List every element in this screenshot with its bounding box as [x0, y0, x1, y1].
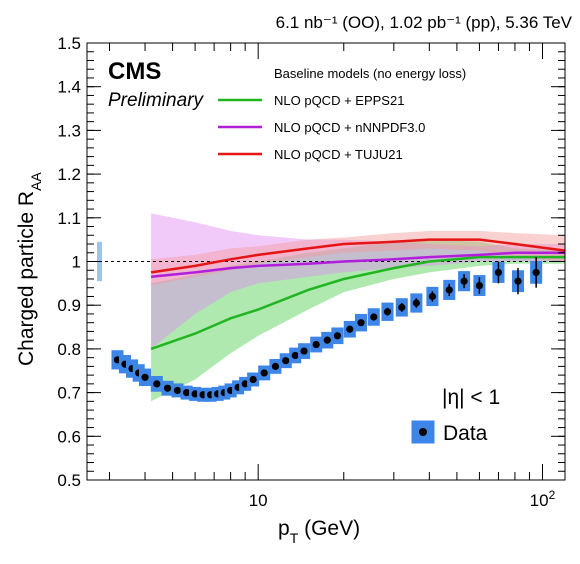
x-tick-label-base: 10: [530, 491, 549, 510]
legend-label-0: NLO pQCD + EPPS21: [274, 93, 404, 108]
data-point: [370, 313, 378, 321]
data-point: [173, 386, 182, 395]
data-point: [260, 369, 268, 377]
data-point: [163, 384, 172, 392]
x-axis-title-sub: T: [290, 530, 299, 546]
x-axis-title-main: p: [278, 517, 290, 540]
y-tick-label: 1.3: [57, 121, 81, 140]
data-point: [445, 286, 453, 294]
model-line-0: [150, 255, 565, 351]
model-band-2: [151, 230, 565, 286]
y-axis-title-sub: AA: [28, 172, 44, 191]
data-point: [494, 268, 503, 277]
data-point: [475, 281, 484, 290]
data-point: [241, 380, 249, 388]
y-tick-label: 0.8: [57, 340, 81, 359]
y-tick-label: 0.7: [57, 384, 81, 403]
data-point: [514, 277, 522, 285]
model-line-1: [150, 251, 565, 279]
cms-label: CMS: [108, 58, 161, 85]
x-tick-label-exponent: 2: [549, 488, 556, 502]
x-tick-label-base: 10: [249, 491, 268, 510]
model-bands-layer: [151, 213, 565, 402]
data-point: [333, 332, 342, 340]
y-tick-label: 0.5: [57, 471, 81, 490]
data-point: [460, 277, 468, 285]
data-point: [312, 340, 320, 349]
y-tick-label: 1.1: [57, 209, 81, 228]
x-tick-label: 102: [530, 488, 556, 510]
data-point: [291, 351, 299, 360]
y-axis-title: Charged particle RAA: [15, 172, 44, 366]
model-line-2: [150, 238, 566, 274]
data-point: [153, 380, 161, 388]
y-tick-label: 0.6: [57, 427, 81, 446]
y-tick-label: 1.4: [57, 78, 81, 97]
data-point: [271, 362, 280, 370]
data-point: [532, 268, 540, 277]
data-legend-label: Data: [443, 422, 488, 445]
data-point: [323, 336, 331, 344]
x-axis-title-unit: (GeV): [298, 517, 360, 540]
data-points-layer: [111, 257, 543, 402]
data-point: [182, 389, 191, 397]
y-tick-label: 1.5: [57, 34, 81, 53]
data-point: [398, 303, 406, 311]
preliminary-label: Preliminary: [108, 90, 205, 111]
data-point: [249, 375, 257, 384]
x-axis-title: pT (GeV): [278, 517, 360, 546]
data-legend-marker: [419, 428, 427, 436]
data-point: [141, 373, 149, 381]
legend-entries: NLO pQCD + EPPS21 NLO pQCD + nNNPDF3.0 NLO…: [218, 93, 425, 162]
y-tick-label: 0.9: [57, 296, 81, 315]
data-point: [346, 325, 354, 333]
y-tick-label: 1.2: [57, 165, 81, 184]
x-tick-label: 10: [249, 491, 268, 510]
model-lines-layer: [150, 238, 566, 351]
y-axis-title-main: Charged particle R: [15, 191, 38, 366]
axis-ticks-layer: 0.50.60.70.80.911.11.21.31.41.510 102: [57, 34, 565, 510]
data-point: [412, 299, 420, 307]
data-point: [300, 347, 308, 355]
legend-label-1: NLO pQCD + nNNPDF3.0: [274, 120, 425, 135]
model-band-1: [151, 213, 565, 349]
data-point: [383, 308, 392, 316]
legend-header: Baseline models (no energy loss): [274, 66, 466, 81]
data-point: [191, 390, 199, 398]
luminosity-label: 6.1 nb⁻¹ (OO), 1.02 pb⁻¹ (pp), 5.36 TeV: [276, 13, 573, 32]
model-band-0: [151, 239, 565, 402]
data-point: [357, 319, 365, 327]
data-point: [282, 357, 290, 365]
legend: Baseline models (no energy loss) NLO pQC…: [218, 66, 466, 162]
legend-label-2: NLO pQCD + TUJU21: [274, 147, 403, 162]
y-tick-label: 1: [72, 253, 81, 272]
eta-cut-label: |η| < 1: [442, 386, 500, 409]
data-point: [428, 292, 436, 301]
data-legend: Data: [411, 420, 488, 445]
